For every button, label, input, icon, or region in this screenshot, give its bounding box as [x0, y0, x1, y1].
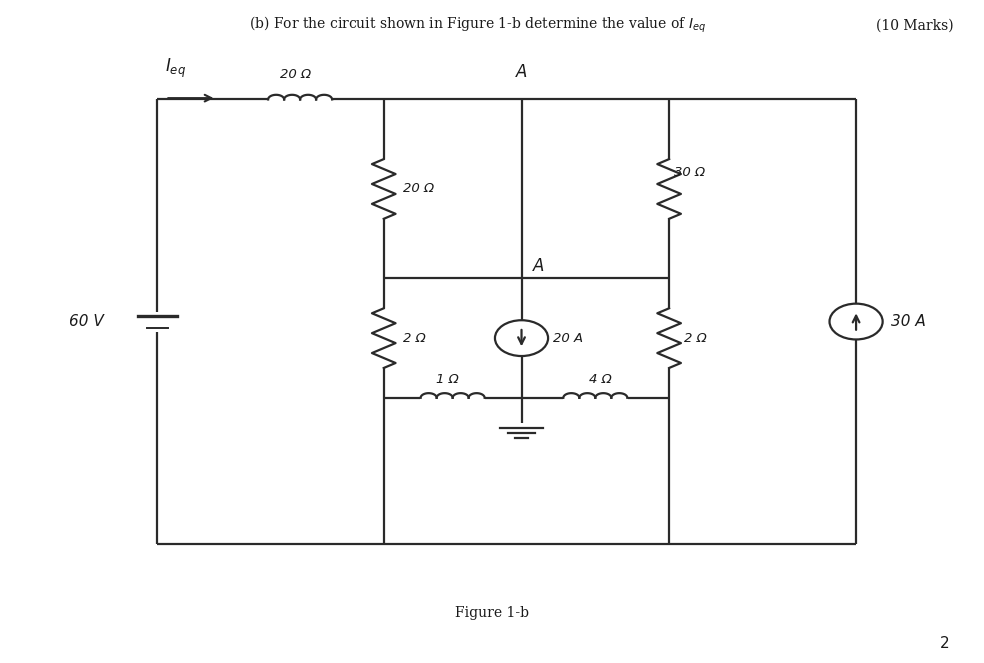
- Text: 20 Ω: 20 Ω: [279, 68, 311, 81]
- Text: 4 Ω: 4 Ω: [588, 373, 612, 386]
- Text: 30 Ω: 30 Ω: [674, 166, 706, 179]
- Text: $\mathit{I_{eq}}$: $\mathit{I_{eq}}$: [165, 56, 186, 80]
- Text: 60 V: 60 V: [69, 314, 103, 329]
- Text: (b) For the circuit shown in Figure 1-b determine the value of $\mathit{I_{eq}}$: (b) For the circuit shown in Figure 1-b …: [249, 15, 706, 35]
- Text: A: A: [533, 257, 545, 275]
- Text: A: A: [516, 63, 527, 81]
- Text: 20 A: 20 A: [553, 332, 584, 345]
- Text: 1 Ω: 1 Ω: [436, 373, 460, 386]
- Text: 2 Ω: 2 Ω: [684, 332, 707, 345]
- Text: (10 Marks): (10 Marks): [877, 18, 953, 32]
- Text: 20 Ω: 20 Ω: [403, 182, 435, 196]
- Text: 2: 2: [940, 636, 950, 650]
- Text: Figure 1-b: Figure 1-b: [455, 606, 529, 621]
- Text: 30 A: 30 A: [891, 314, 925, 329]
- Text: 2 Ω: 2 Ω: [403, 332, 426, 345]
